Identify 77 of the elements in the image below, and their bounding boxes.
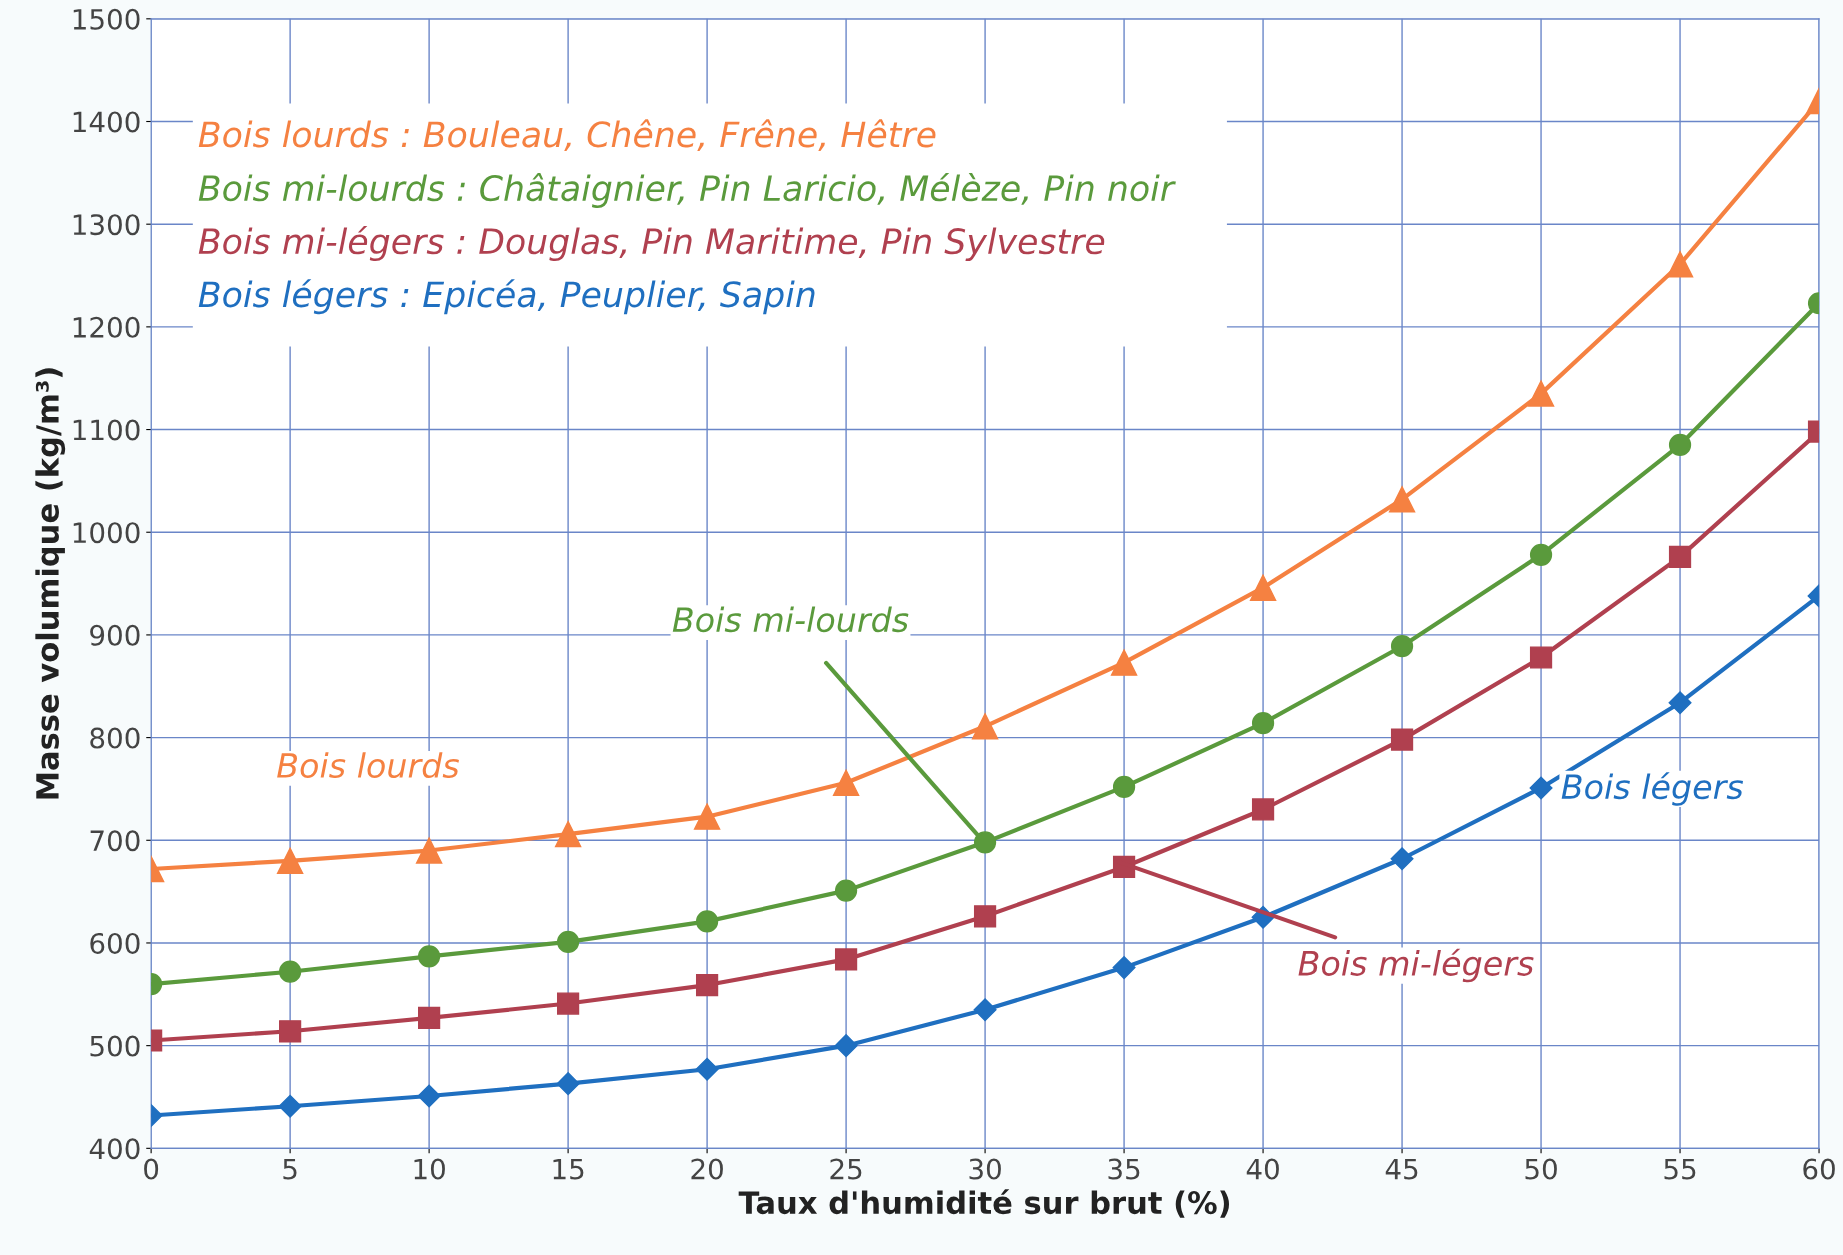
point xyxy=(556,930,580,954)
text: Bois mi-lourds xyxy=(672,606,909,633)
y-tick-label: 1200 xyxy=(73,316,140,338)
x-tick-label: 30 xyxy=(969,1158,1001,1180)
y-tick-label: 700 xyxy=(90,830,140,852)
point xyxy=(834,879,858,902)
point xyxy=(1390,847,1414,871)
point xyxy=(415,837,443,864)
y-tick-label: 1100 xyxy=(73,419,140,441)
x-tick-label: 55 xyxy=(1664,1158,1696,1180)
y-tick-label: 600 xyxy=(90,932,140,954)
point xyxy=(1388,486,1416,513)
x-tick-label: 60 xyxy=(1803,1158,1835,1180)
point xyxy=(1251,798,1275,821)
point xyxy=(1668,545,1692,568)
point xyxy=(695,1057,719,1081)
point xyxy=(695,973,719,997)
point xyxy=(973,831,997,854)
x-tick-label: 35 xyxy=(1108,1158,1140,1180)
x-tick-label: 20 xyxy=(691,1158,723,1180)
series-label: Bois légers xyxy=(1561,772,1744,806)
annotation: Bois lourds : Bouleau, Chêne, Frêne, Hêtre xyxy=(198,119,936,152)
point xyxy=(1529,543,1553,566)
point xyxy=(834,1034,858,1058)
point xyxy=(276,847,304,875)
x-tick-label: 5 xyxy=(283,1158,297,1180)
y-tick-label: 1500 xyxy=(73,8,140,30)
point xyxy=(418,945,441,968)
point xyxy=(1112,956,1136,980)
point xyxy=(973,905,997,928)
point xyxy=(1529,646,1553,669)
annotation: Bois légers : Epicéa, Peuplier, Sapin xyxy=(198,279,815,315)
x-axis-title: Taux d'humidité sur brut (%) xyxy=(738,1189,1230,1218)
point xyxy=(971,713,999,740)
y-tick-label: 1300 xyxy=(73,214,140,236)
point xyxy=(695,910,719,933)
point xyxy=(1668,691,1692,715)
point xyxy=(417,1084,441,1108)
point xyxy=(1249,574,1277,601)
point xyxy=(1390,728,1414,751)
x-tick-label: 25 xyxy=(830,1158,862,1180)
y-tick-label: 800 xyxy=(90,727,140,749)
x-tick-label: 50 xyxy=(1525,1158,1557,1180)
point xyxy=(556,992,580,1015)
point xyxy=(554,820,582,848)
text: Bois lourds xyxy=(277,752,459,779)
point xyxy=(279,1020,302,1043)
point xyxy=(1251,712,1275,735)
y-tick-label: 1000 xyxy=(73,522,140,544)
x-tick-label: 40 xyxy=(1246,1158,1279,1180)
x-tick-label: 10 xyxy=(414,1158,445,1180)
point xyxy=(1527,380,1555,407)
point xyxy=(832,769,860,796)
point xyxy=(834,948,858,971)
y-tick-label: 500 xyxy=(90,1035,140,1057)
point xyxy=(1529,776,1553,800)
point xyxy=(1666,251,1694,278)
point xyxy=(1390,635,1414,658)
x-tick-label: 15 xyxy=(553,1158,584,1180)
point xyxy=(1110,649,1138,676)
point xyxy=(1112,775,1136,798)
point xyxy=(693,803,721,830)
point xyxy=(418,1006,441,1030)
point xyxy=(1668,433,1692,457)
y-tick-label: 1400 xyxy=(73,111,140,133)
point xyxy=(278,1094,302,1118)
y-tick-label: 400 xyxy=(89,1138,140,1160)
x-tick-label: 0 xyxy=(144,1158,159,1180)
annotation: Bois mi-lourds : Châtaignier, Pin Laricio, Mélèze, Pin noir xyxy=(198,173,1176,209)
x-tick-label: 45 xyxy=(1385,1158,1418,1180)
point xyxy=(279,960,302,983)
y-axis-title: Masse volumique (kg/m³) xyxy=(35,368,66,799)
point xyxy=(973,998,997,1022)
text: Bois mi-légers xyxy=(1298,948,1534,983)
point xyxy=(556,1072,580,1096)
annotation: Bois mi-légers : Douglas, Pin Maritime, Pin Sylvestre xyxy=(198,226,1105,262)
y-tick-label: 900 xyxy=(90,624,140,646)
